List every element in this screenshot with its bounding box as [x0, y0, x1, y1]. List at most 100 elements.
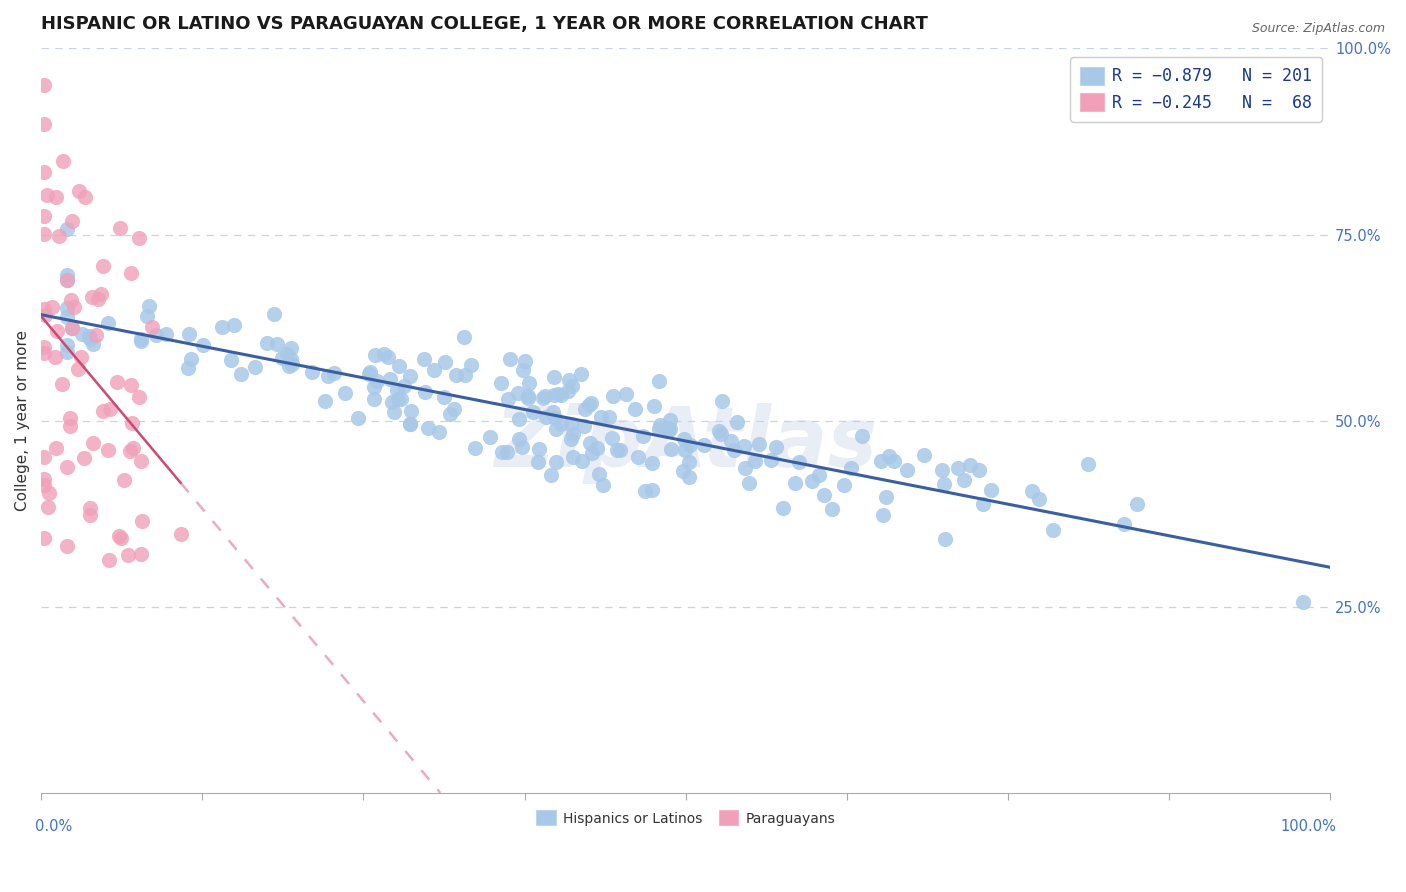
Point — [489, 376, 512, 390]
Point — [614, 387, 637, 401]
Point — [536, 410, 558, 425]
Point — [851, 428, 873, 442]
Point — [586, 441, 609, 455]
Point — [56, 222, 79, 236]
Point — [547, 387, 569, 401]
Point — [464, 441, 486, 455]
Text: 0.0%: 0.0% — [35, 820, 72, 834]
Point — [112, 473, 135, 487]
Point — [557, 373, 579, 387]
Point — [56, 344, 79, 359]
Point — [121, 417, 143, 431]
Point — [91, 403, 114, 417]
Point — [720, 434, 742, 448]
Point — [641, 483, 664, 498]
Point — [314, 393, 336, 408]
Point — [434, 354, 457, 368]
Point — [32, 227, 55, 242]
Point — [527, 442, 550, 456]
Point — [813, 488, 835, 502]
Point — [870, 453, 893, 467]
Point — [598, 410, 620, 425]
Point — [266, 337, 288, 351]
Point — [631, 429, 654, 443]
Point — [55, 273, 77, 287]
Point — [77, 328, 100, 343]
Point — [444, 368, 467, 383]
Point — [673, 442, 696, 457]
Point — [1077, 457, 1099, 471]
Point — [141, 319, 163, 334]
Point — [1021, 483, 1043, 498]
Point — [624, 402, 647, 417]
Point — [734, 461, 756, 475]
Point — [56, 460, 79, 475]
Point — [176, 360, 198, 375]
Point — [737, 476, 759, 491]
Point — [787, 455, 810, 469]
Point — [32, 301, 55, 316]
Point — [191, 338, 214, 352]
Point — [443, 401, 465, 416]
Point — [32, 118, 55, 132]
Point — [387, 384, 409, 398]
Point — [316, 369, 339, 384]
Point — [73, 451, 96, 466]
Point — [641, 456, 664, 470]
Point — [120, 266, 142, 280]
Point — [453, 329, 475, 343]
Point — [79, 501, 101, 516]
Point — [439, 407, 461, 421]
Point — [32, 345, 55, 359]
Point — [37, 500, 59, 514]
Point — [363, 380, 385, 394]
Point — [643, 400, 665, 414]
Point — [82, 436, 104, 450]
Point — [592, 478, 614, 492]
Point — [460, 359, 482, 373]
Point — [579, 396, 602, 410]
Point — [382, 405, 405, 419]
Point — [522, 405, 544, 419]
Point — [427, 425, 450, 440]
Point — [378, 372, 401, 386]
Point — [659, 422, 682, 436]
Point — [543, 411, 565, 425]
Point — [399, 404, 422, 418]
Point — [557, 384, 579, 399]
Point — [1042, 523, 1064, 537]
Point — [211, 320, 233, 334]
Point — [138, 299, 160, 313]
Point — [67, 184, 90, 198]
Point — [560, 417, 582, 431]
Point — [506, 386, 529, 401]
Point — [129, 332, 152, 346]
Point — [772, 500, 794, 515]
Point — [932, 476, 955, 491]
Point — [32, 340, 55, 354]
Point — [357, 368, 380, 382]
Text: 100.0%: 100.0% — [1281, 820, 1337, 834]
Point — [498, 392, 520, 406]
Point — [671, 464, 693, 478]
Point — [70, 350, 93, 364]
Point — [32, 209, 55, 223]
Point — [270, 351, 292, 366]
Point — [967, 463, 990, 477]
Point — [280, 351, 302, 366]
Point — [546, 421, 568, 435]
Point — [533, 389, 555, 403]
Point — [422, 363, 444, 377]
Point — [413, 352, 436, 367]
Point — [32, 450, 55, 465]
Point — [44, 350, 66, 364]
Point — [591, 410, 613, 425]
Point — [972, 497, 994, 511]
Point — [224, 318, 246, 333]
Point — [744, 454, 766, 468]
Point — [478, 430, 501, 444]
Point — [56, 540, 79, 554]
Point — [733, 439, 755, 453]
Point — [692, 438, 714, 452]
Point — [588, 467, 610, 481]
